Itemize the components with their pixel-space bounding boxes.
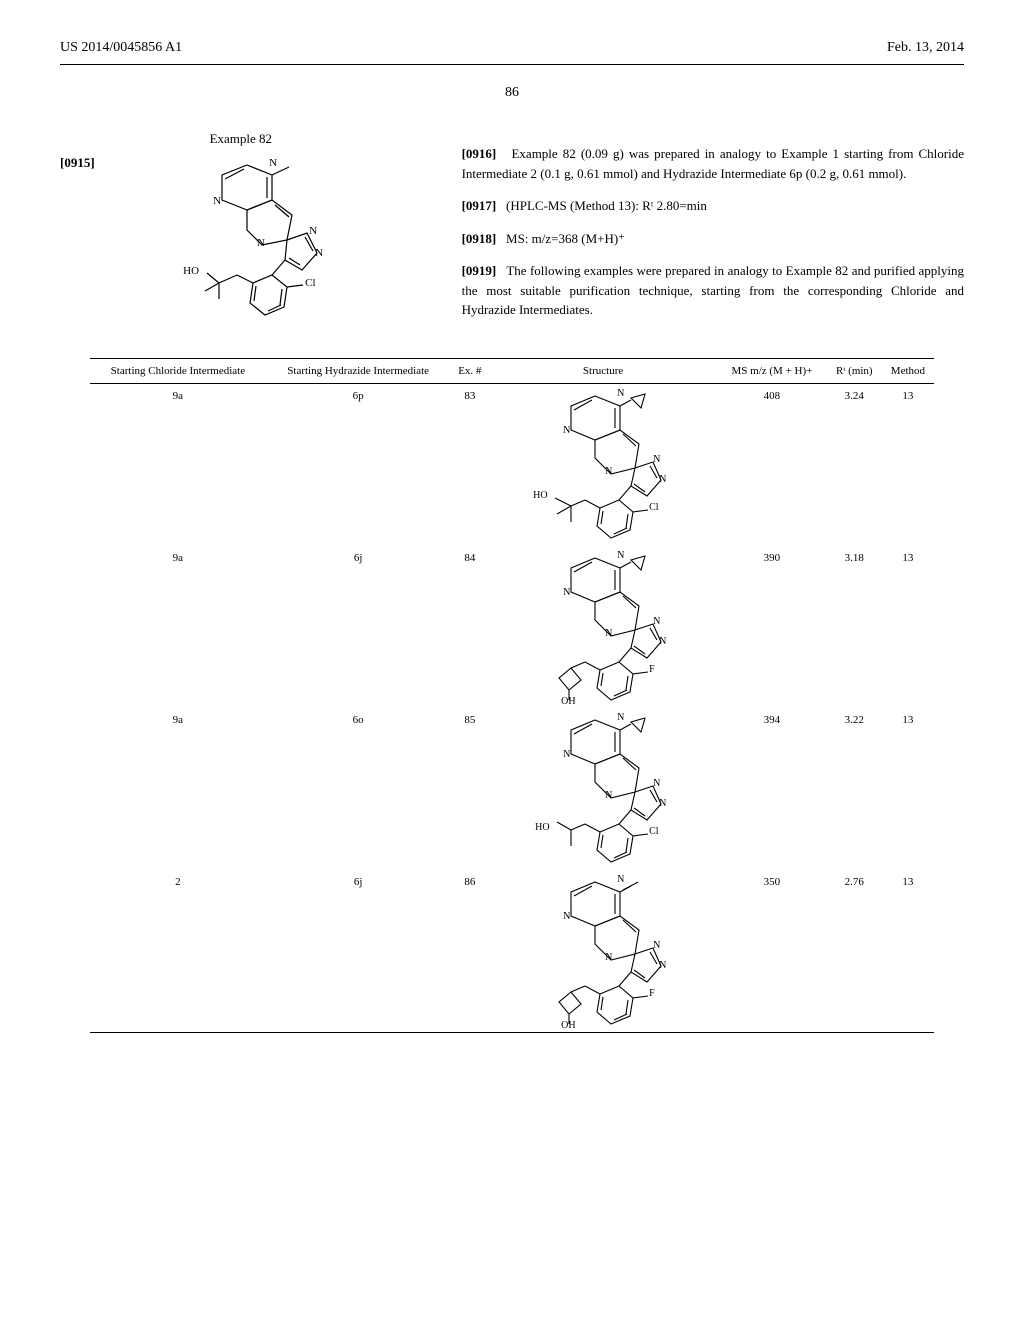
cell-chloride: 9a — [90, 546, 266, 708]
cell-rt: 2.76 — [827, 870, 882, 1033]
cell-method: 13 — [882, 546, 934, 708]
cell-rt: 3.24 — [827, 383, 882, 546]
cell-structure: N N N N N Cl HO — [489, 708, 717, 870]
example-title: Example 82 — [60, 131, 422, 147]
col-rt: Rᵗ (min) — [827, 358, 882, 383]
col-hydrazide: Starting Hydrazide Intermediate — [266, 358, 451, 383]
para-text: The following examples were prepared in … — [462, 263, 964, 317]
table-row: 9a 6o 85 — [90, 708, 934, 870]
table-row: 2 6j 86 — [90, 870, 934, 1033]
cell-method: 13 — [882, 870, 934, 1033]
page-header: US 2014/0045856 A1 Feb. 13, 2014 — [60, 40, 964, 56]
para-num: [0917] — [462, 198, 497, 213]
table-header-row: Starting Chloride Intermediate Starting … — [90, 358, 934, 383]
atom-label-n: N — [315, 247, 323, 259]
header-rule — [60, 64, 964, 65]
atom-label-n: N — [269, 157, 277, 169]
cell-hydrazide: 6p — [266, 383, 451, 546]
cell-ex: 85 — [451, 708, 490, 870]
pub-date: Feb. 13, 2014 — [887, 40, 964, 56]
cell-structure: N N N N N F OH — [489, 870, 717, 1033]
cell-ex: 84 — [451, 546, 490, 708]
para-num: [0918] — [462, 231, 497, 246]
col-ms: MS m/z (M + H)+ — [717, 358, 827, 383]
cell-ms: 390 — [717, 546, 827, 708]
paragraph-0919: [0919] The following examples were prepa… — [462, 261, 964, 320]
cell-structure: N N N N N Cl HO — [489, 383, 717, 546]
para-text: (HPLC-MS (Method 13): Rᵗ 2.80=min — [506, 198, 707, 213]
paragraph-0917: [0917] (HPLC-MS (Method 13): Rᵗ 2.80=min — [462, 196, 964, 216]
examples-table: Starting Chloride Intermediate Starting … — [90, 358, 934, 1033]
atom-label-cl: Cl — [305, 277, 315, 289]
col-chloride: Starting Chloride Intermediate — [90, 358, 266, 383]
cell-rt: 3.18 — [827, 546, 882, 708]
structure-ex-84: N N N N N F OH — [523, 552, 683, 702]
paragraph-0918: [0918] MS: m/z=368 (M+H)⁺ — [462, 229, 964, 249]
pub-number: US 2014/0045856 A1 — [60, 40, 182, 56]
cell-ms: 394 — [717, 708, 827, 870]
col-structure: Structure — [489, 358, 717, 383]
cell-method: 13 — [882, 708, 934, 870]
para-num-0915: [0915] — [60, 155, 95, 171]
cell-chloride: 2 — [90, 870, 266, 1033]
col-ex: Ex. # — [451, 358, 490, 383]
paragraph-0916: [0916] Example 82 (0.09 g) was prepared … — [462, 144, 964, 183]
cell-hydrazide: 6j — [266, 546, 451, 708]
page-number: 86 — [60, 85, 964, 101]
cell-ms: 408 — [717, 383, 827, 546]
cell-method: 13 — [882, 383, 934, 546]
structure-example-82: N N N N N HO Cl — [177, 155, 347, 325]
structure-ex-86: N N N N N F OH — [523, 876, 683, 1026]
cell-ex: 83 — [451, 383, 490, 546]
para-text: Example 82 (0.09 g) was prepared in anal… — [462, 146, 964, 181]
structure-ex-85: N N N N N Cl HO — [523, 714, 683, 864]
col-method: Method — [882, 358, 934, 383]
atom-label-ho: HO — [183, 265, 199, 277]
table-row: 9a 6p 83 — [90, 383, 934, 546]
cell-rt: 3.22 — [827, 708, 882, 870]
atom-label-n: N — [309, 225, 317, 237]
cell-chloride: 9a — [90, 383, 266, 546]
cell-hydrazide: 6j — [266, 870, 451, 1033]
para-num: [0919] — [462, 263, 497, 278]
cell-hydrazide: 6o — [266, 708, 451, 870]
atom-label-n: N — [213, 195, 221, 207]
para-num: [0916] — [462, 146, 497, 161]
cell-chloride: 9a — [90, 708, 266, 870]
table-row: 9a 6j 84 — [90, 546, 934, 708]
atom-label-n: N — [257, 237, 265, 249]
cell-ms: 350 — [717, 870, 827, 1033]
cell-ex: 86 — [451, 870, 490, 1033]
para-text: MS: m/z=368 (M+H)⁺ — [506, 231, 625, 246]
cell-structure: N N N N N F OH — [489, 546, 717, 708]
structure-ex-83: N N N N N Cl HO — [523, 390, 683, 540]
